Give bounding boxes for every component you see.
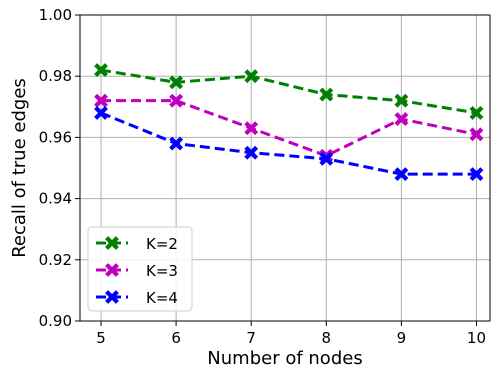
- data-point-marker: [469, 167, 484, 182]
- x-tick-label: 10: [467, 329, 486, 347]
- x-axis-label: Number of nodes: [207, 348, 362, 369]
- x-axis-ticks: 5 6 7 8 9 10: [96, 321, 486, 347]
- legend: K=2 K=3 K=4: [87, 226, 193, 312]
- series-3: [94, 105, 484, 182]
- data-point-marker: [94, 93, 108, 108]
- legend-item: K=3: [96, 262, 178, 280]
- legend-label: K=2: [146, 235, 178, 253]
- y-tick-label: 0.90: [39, 312, 72, 330]
- legend-marker: [105, 290, 119, 304]
- x-tick-label: 8: [322, 329, 332, 347]
- y-axis-label: Recall of true edges: [9, 78, 30, 258]
- data-point-marker: [169, 136, 184, 151]
- data-point-marker: [394, 93, 409, 108]
- y-tick-label: 0.94: [39, 190, 72, 208]
- plot-frame: [79, 14, 491, 322]
- y-tick-label: 0.98: [39, 67, 72, 85]
- series-line: [100, 111, 477, 176]
- data-point-marker: [244, 69, 259, 84]
- legend-label: K=4: [146, 289, 178, 307]
- x-tick-label: 9: [397, 329, 407, 347]
- data-point-marker: [319, 151, 334, 166]
- series-line: [101, 99, 477, 158]
- data-point-marker: [244, 121, 259, 136]
- series-layer: [94, 63, 484, 182]
- legend-label: K=3: [146, 262, 178, 280]
- legend-marker: [105, 236, 119, 250]
- data-point-marker: [169, 93, 184, 108]
- data-point-marker: [244, 145, 259, 160]
- data-point-marker: [94, 105, 108, 120]
- legend-item: K=2: [96, 235, 178, 253]
- series-1: [94, 63, 484, 120]
- y-axis-ticks: 0.90 0.92 0.94 0.96 0.98 1.00: [39, 6, 80, 330]
- y-tick-label: 0.96: [39, 128, 72, 146]
- series-2: [94, 93, 484, 163]
- data-point-marker: [169, 75, 184, 90]
- data-point-marker: [394, 167, 409, 182]
- data-point-marker: [469, 105, 484, 120]
- x-tick-label: 7: [246, 329, 256, 347]
- data-point-marker: [469, 127, 484, 142]
- legend-item: K=4: [96, 289, 178, 307]
- x-tick-label: 5: [96, 329, 106, 347]
- y-tick-label: 0.92: [39, 251, 72, 269]
- y-tick-label: 1.00: [39, 6, 72, 24]
- data-point-marker: [94, 63, 108, 78]
- data-point-marker: [319, 87, 334, 102]
- x-tick-label: 6: [171, 329, 181, 347]
- series-line: [100, 68, 477, 115]
- legend-marker: [105, 263, 119, 277]
- data-point-marker: [394, 112, 409, 126]
